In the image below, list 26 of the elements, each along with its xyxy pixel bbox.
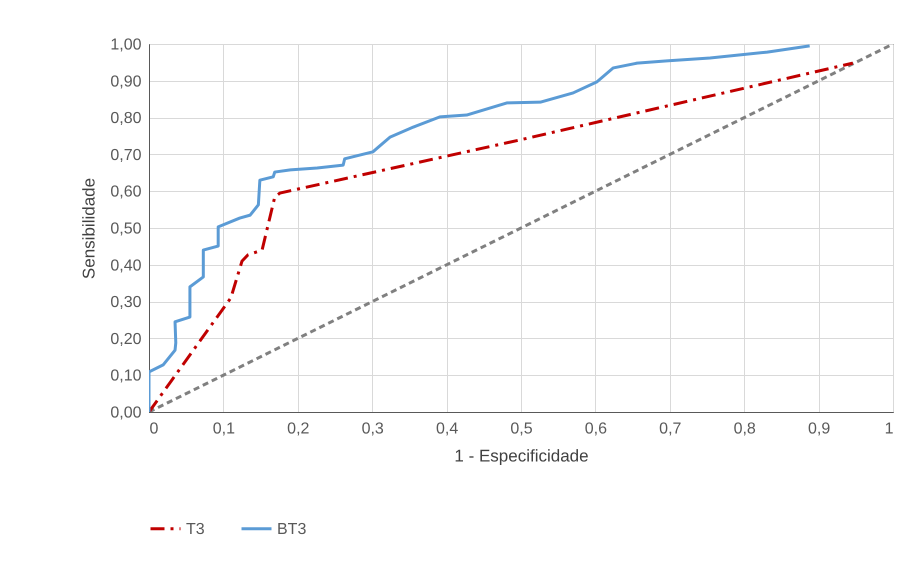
x-tick-label: 0,8	[734, 420, 756, 438]
y-tick-label: 0,50	[110, 220, 142, 238]
x-tick-label: 0,1	[212, 420, 236, 438]
y-tick-label: 0,20	[110, 330, 142, 348]
x-tick-label: 0,6	[584, 420, 608, 438]
x-tick-label: 1	[884, 420, 894, 438]
legend-label: T3	[186, 520, 205, 538]
x-tick-label: 0,2	[287, 420, 310, 438]
y-tick-label: 0,90	[110, 73, 142, 90]
x-tick-label: 0,7	[659, 420, 682, 438]
y-tick-label: 0,40	[110, 257, 142, 274]
x-tick-label: 0,5	[510, 420, 533, 438]
y-tick-label: 1,00	[110, 36, 142, 54]
legend-label: BT3	[277, 520, 306, 538]
x-tick-label: 0,9	[808, 420, 830, 438]
y-tick-label: 0,80	[110, 110, 142, 128]
y-axis-title: Sensibilidade	[79, 178, 98, 280]
y-tick-label: 0,10	[110, 368, 142, 385]
x-tick-label: 0,3	[362, 420, 384, 438]
y-tick-label: 0,60	[110, 184, 142, 201]
y-tick-label: 0,30	[110, 294, 142, 312]
y-tick-label: 0,70	[110, 146, 142, 164]
y-tick-label: 0,00	[110, 404, 142, 422]
x-tick-label: 0	[150, 420, 158, 438]
x-tick-label: 0,4	[436, 420, 458, 438]
x-axis-title: 1 - Especificidade	[454, 446, 589, 466]
